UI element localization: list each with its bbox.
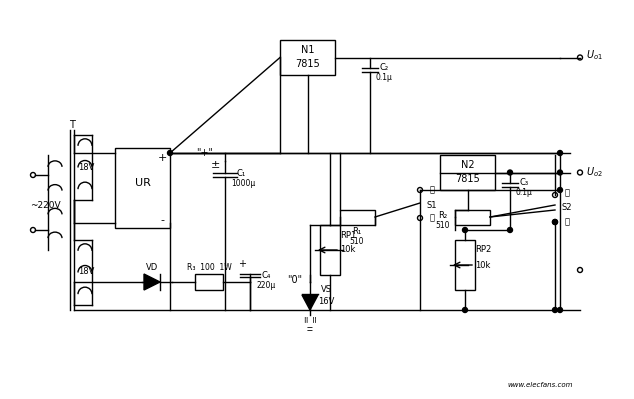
Text: N2: N2 — [461, 160, 474, 170]
Text: "0": "0" — [287, 275, 302, 285]
Text: 220μ: 220μ — [256, 282, 276, 290]
Text: 0.1μ: 0.1μ — [375, 73, 392, 82]
Bar — [115, 148, 170, 228]
Polygon shape — [302, 295, 318, 310]
Polygon shape — [144, 274, 160, 290]
Text: R₁: R₁ — [353, 227, 361, 237]
Circle shape — [462, 227, 467, 233]
Circle shape — [552, 308, 557, 312]
Text: 10k: 10k — [340, 245, 356, 255]
Circle shape — [557, 170, 562, 175]
Text: 低: 低 — [564, 217, 569, 227]
Text: 510: 510 — [436, 221, 450, 229]
Text: 18V: 18V — [78, 267, 94, 277]
Text: "_": "_" — [303, 320, 317, 330]
Text: RP1: RP1 — [340, 231, 356, 239]
Text: ±: ± — [210, 160, 220, 170]
Text: 0.1μ: 0.1μ — [515, 188, 533, 197]
Text: 7815: 7815 — [455, 174, 480, 184]
Text: 16V: 16V — [318, 298, 334, 306]
Text: S1: S1 — [427, 201, 437, 209]
Bar — [455, 210, 490, 225]
Circle shape — [557, 308, 562, 312]
Text: RP2: RP2 — [475, 245, 491, 255]
Text: T: T — [69, 120, 75, 130]
Text: N1: N1 — [301, 45, 314, 55]
Text: VD: VD — [146, 263, 158, 273]
Text: +: + — [157, 153, 167, 163]
Text: C₁: C₁ — [236, 168, 245, 178]
Bar — [440, 155, 495, 190]
Bar — [340, 210, 375, 225]
Text: -: - — [160, 215, 164, 225]
Text: 7815: 7815 — [295, 59, 320, 69]
Circle shape — [507, 170, 512, 175]
Text: $U_{o1}$: $U_{o1}$ — [586, 49, 602, 62]
Text: VS: VS — [321, 286, 332, 294]
Text: C₃: C₃ — [519, 178, 529, 187]
Text: R₂: R₂ — [439, 211, 448, 219]
Bar — [280, 40, 335, 75]
Circle shape — [557, 150, 562, 156]
Text: 10k: 10k — [476, 261, 491, 269]
Text: "+": "+" — [197, 148, 214, 158]
Text: UR: UR — [134, 178, 150, 188]
Text: C₄: C₄ — [261, 271, 271, 280]
Bar — [455, 240, 475, 290]
Text: www.elecfans.com: www.elecfans.com — [507, 382, 573, 388]
Text: 510: 510 — [350, 237, 365, 247]
Text: 1000μ: 1000μ — [231, 178, 255, 188]
Text: 18V: 18V — [78, 164, 94, 172]
Text: $U_{o2}$: $U_{o2}$ — [586, 166, 602, 180]
Circle shape — [167, 150, 172, 156]
Text: R₃  100  1W: R₃ 100 1W — [186, 263, 231, 271]
Text: 高: 高 — [564, 188, 569, 198]
Text: 低: 低 — [429, 213, 434, 223]
Circle shape — [552, 219, 557, 225]
Circle shape — [557, 188, 562, 192]
Bar — [320, 225, 340, 275]
Text: C₂: C₂ — [379, 63, 389, 72]
Text: 高: 高 — [429, 186, 434, 194]
Circle shape — [462, 308, 467, 312]
Bar — [195, 274, 223, 290]
Text: +: + — [238, 259, 246, 269]
Text: ~220V: ~220V — [30, 201, 60, 209]
Circle shape — [507, 227, 512, 233]
Text: S2: S2 — [562, 203, 573, 211]
Text: "_": "_" — [303, 316, 317, 328]
